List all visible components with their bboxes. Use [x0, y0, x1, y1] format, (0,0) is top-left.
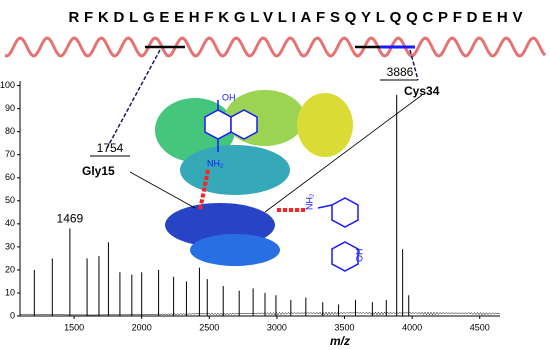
annotation: Cys34 [404, 84, 440, 98]
y-tick-label: 50 [5, 195, 15, 205]
chem-label: NH₂ [207, 158, 224, 168]
y-tick-label: 0 [10, 310, 15, 320]
y-tick-label: 40 [5, 218, 15, 228]
y-tick-label: 100 [0, 80, 15, 90]
connector [409, 49, 419, 81]
annotation: Gly15 [82, 164, 115, 178]
x-tick-label: 1500 [64, 322, 84, 332]
x-tick-label: 3000 [267, 322, 287, 332]
y-tick-label: 80 [5, 126, 15, 136]
y-tick-label: 30 [5, 241, 15, 251]
x-axis-label: m/z [330, 334, 350, 348]
chem-label: NH₂ [304, 193, 314, 210]
molecule [204, 100, 359, 272]
sequence: RFKDLGEEHFKGLVLIAFSQYLQQCPFDEHV [69, 9, 524, 26]
peak-label: 1754 [97, 141, 124, 155]
y-tick-label: 90 [5, 103, 15, 113]
peak-label: 1469 [57, 212, 84, 226]
y-tick-label: 20 [5, 264, 15, 274]
chem-label: OH [222, 92, 236, 102]
peak-label: 3886 [387, 65, 414, 79]
y-tick-label: 10 [5, 287, 15, 297]
chem-label: OH [354, 249, 364, 263]
x-tick-label: 2000 [132, 322, 152, 332]
arrow [198, 169, 210, 211]
x-tick-label: 2500 [199, 322, 219, 332]
pointer [264, 94, 423, 213]
y-tick-label: 60 [5, 172, 15, 182]
helix [4, 36, 547, 58]
x-tick-label: 4000 [402, 322, 422, 332]
x-tick-label: 3500 [334, 322, 354, 332]
x-tick-label: 4500 [470, 322, 490, 332]
noise [19, 311, 501, 316]
pointer [129, 171, 196, 209]
y-tick-label: 70 [5, 149, 15, 159]
connector [105, 49, 161, 151]
